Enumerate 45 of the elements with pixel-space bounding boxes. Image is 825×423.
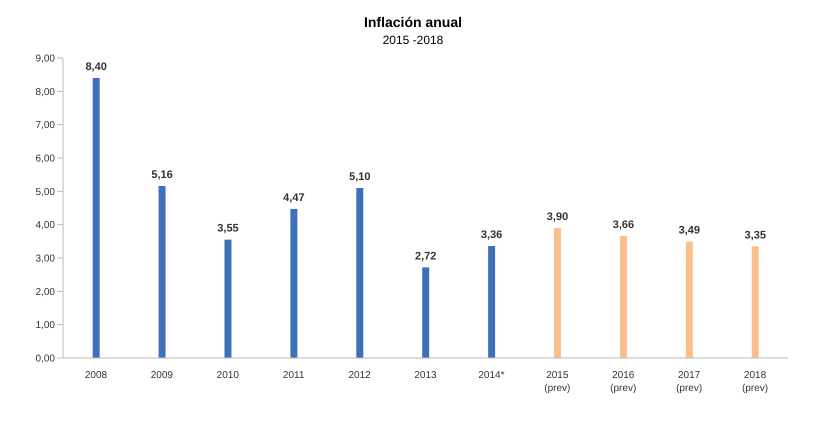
x-tick-label: 2012 xyxy=(348,370,372,381)
bar xyxy=(620,236,627,358)
data-label: 3,90 xyxy=(546,211,568,223)
bar xyxy=(158,186,166,358)
data-label: 3,36 xyxy=(480,229,502,241)
data-label: 8,40 xyxy=(85,61,107,73)
y-tick-label: 7,00 xyxy=(36,120,56,132)
x-tick-label: 2017 (prev) xyxy=(676,370,702,394)
data-label: 3,35 xyxy=(744,229,766,242)
data-label: 5,16 xyxy=(151,169,173,181)
x-tick-label: 2018 (prev) xyxy=(742,370,768,394)
x-tick-label: 2009 xyxy=(150,370,174,381)
y-tick-label: 1,00 xyxy=(36,320,56,332)
data-label: 5,10 xyxy=(349,171,371,183)
x-tick-label: 2015 (prev) xyxy=(544,370,570,394)
y-tick-label: 6,00 xyxy=(36,154,56,165)
data-label: 4,47 xyxy=(283,192,305,204)
bar xyxy=(92,78,100,358)
y-tick-label: 8,00 xyxy=(36,86,56,98)
y-tick-label: 4,00 xyxy=(36,220,56,232)
data-label: 3,66 xyxy=(612,219,634,231)
y-tick-label: 3,00 xyxy=(36,254,56,265)
x-tick-label: 2010 xyxy=(216,370,240,381)
bar xyxy=(752,246,759,358)
x-tick-label: 2013 xyxy=(414,370,438,381)
chart-subtitle: 2015 -2018 xyxy=(382,33,444,47)
bar xyxy=(686,242,693,358)
bar xyxy=(422,267,430,358)
bar xyxy=(554,228,562,358)
bar xyxy=(488,246,496,358)
x-tick-label: 2016 (prev) xyxy=(610,370,636,394)
bar xyxy=(290,209,298,358)
y-tick-label: 0,00 xyxy=(36,354,56,365)
bar xyxy=(356,188,364,358)
y-tick-label: 9,00 xyxy=(36,54,56,65)
chart-title: Inflación anual xyxy=(362,14,463,30)
y-tick-label: 5,00 xyxy=(36,186,56,198)
bar xyxy=(224,240,232,358)
x-tick-label: 2008 xyxy=(84,370,108,381)
data-label: 2,72 xyxy=(414,250,436,262)
data-label: 3,49 xyxy=(678,224,700,237)
data-label: 3,55 xyxy=(217,222,239,235)
x-tick-label: 2011 xyxy=(282,370,305,381)
y-tick-label: 2,00 xyxy=(36,286,56,298)
x-tick-label: 2014* xyxy=(478,370,505,381)
